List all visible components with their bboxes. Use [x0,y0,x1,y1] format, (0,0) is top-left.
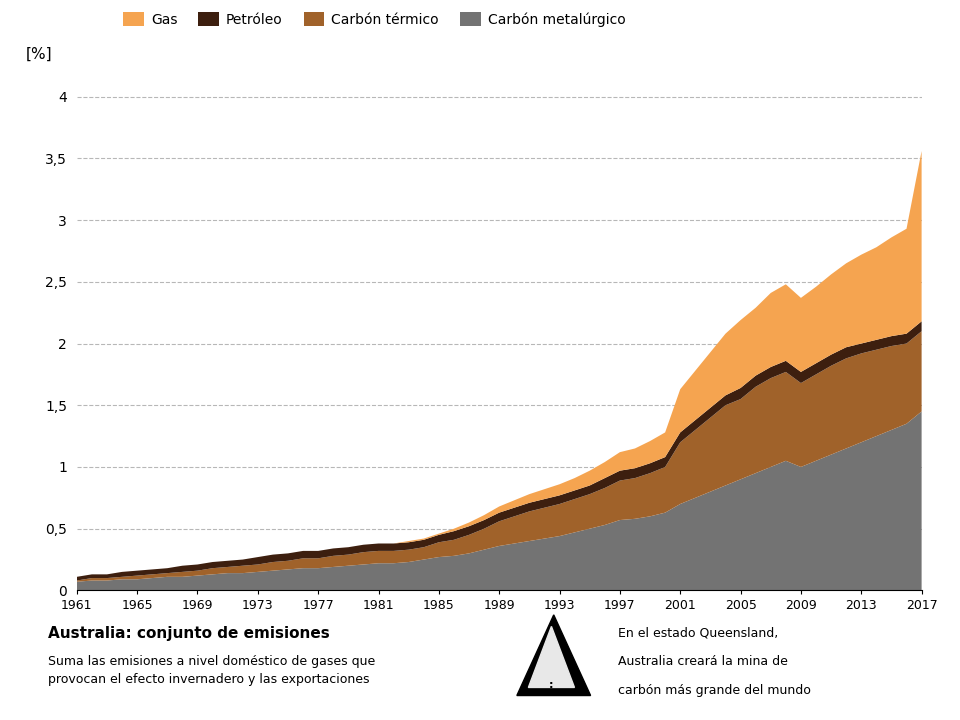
Text: Suma las emisiones a nivel doméstico de gases que
provocan el efecto invernadero: Suma las emisiones a nivel doméstico de … [48,655,375,686]
Text: Australia creará la mina de: Australia creará la mina de [618,655,788,668]
Legend: Gas, Petróleo, Carbón térmico, Carbón metalúrgico: Gas, Petróleo, Carbón térmico, Carbón me… [117,6,631,32]
Text: En el estado Queensland,: En el estado Queensland, [618,626,779,639]
Text: Australia: conjunto de emisiones: Australia: conjunto de emisiones [48,626,329,642]
Polygon shape [528,626,574,688]
Text: carbón más grande del mundo: carbón más grande del mundo [618,684,811,697]
Polygon shape [516,615,590,696]
Text: :: : [549,680,554,690]
Text: [%]: [%] [26,47,53,62]
